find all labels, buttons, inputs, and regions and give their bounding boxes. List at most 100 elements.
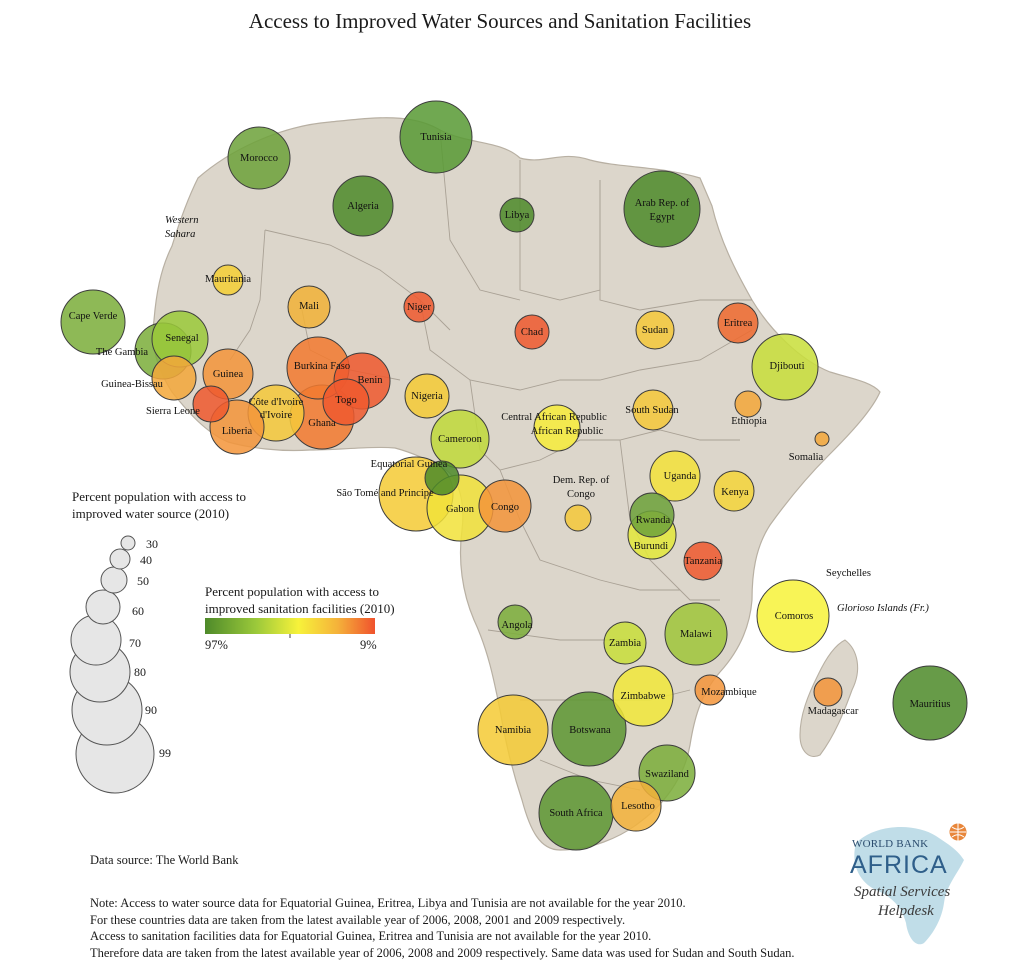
label-dem-rep-of: Dem. Rep. of — [553, 475, 610, 486]
label-algeria: Algeria — [347, 201, 379, 212]
bubble-nigeria — [404, 373, 450, 419]
label-nigeria: Nigeria — [411, 391, 443, 402]
label-burkina-faso: Burkina Faso — [294, 361, 350, 372]
map-title: Access to Improved Water Sources and San… — [248, 9, 752, 33]
country-bubbles — [60, 100, 968, 851]
bubble-sudan — [635, 310, 675, 350]
size-bubble-60 — [85, 589, 121, 625]
bubble-guinea-bissau — [151, 355, 197, 401]
sanitation-gradient-bar — [205, 618, 375, 634]
size-bubble-40 — [109, 548, 131, 570]
bubble-congo — [478, 479, 532, 533]
label-mozambique: Mozambique — [701, 687, 757, 698]
label-egypt-line2: Egypt — [649, 212, 674, 223]
label-kenya: Kenya — [721, 487, 749, 498]
bubble-algeria — [332, 175, 394, 237]
bubble-morocco — [227, 126, 291, 190]
size-label-70: 70 — [129, 636, 141, 650]
bubble-zimbabwe — [612, 665, 674, 727]
label-ethiopia: Ethiopia — [731, 416, 767, 427]
label-chad: Chad — [521, 327, 544, 338]
bubble-arab-rep-of — [623, 170, 701, 248]
label-south-sudan: South Sudan — [625, 405, 679, 416]
gradient-high-label: 9% — [360, 638, 377, 652]
western-sahara-label-1: Western — [165, 215, 198, 226]
world-bank-africa-logo: WORLD BANK AFRICA Spatial Services Helpd… — [846, 818, 976, 948]
western-sahara-label-2: Sahara — [165, 229, 195, 240]
label-libya: Libya — [505, 210, 530, 221]
bubble-mauritania — [212, 264, 244, 296]
size-label-40: 40 — [140, 553, 152, 567]
size-bubble-30 — [120, 535, 136, 551]
logo-africa-shape — [854, 822, 968, 945]
label-sierra-leone: Sierra Leone — [146, 406, 200, 417]
bubble-ethiopia — [734, 390, 762, 418]
bubble-namibia — [477, 694, 549, 766]
bubble-zambia — [603, 621, 647, 665]
bubble-somalia — [814, 431, 830, 447]
size-label-50: 50 — [137, 574, 149, 588]
label-mauritania: Mauritania — [205, 274, 251, 285]
bubble-tunisia — [399, 100, 473, 174]
label-equatorial-guinea: Equatorial Guinea — [371, 459, 448, 470]
bubble-angola — [497, 604, 533, 640]
size-label-90: 90 — [145, 703, 157, 717]
bubble-botswana — [551, 691, 627, 767]
logo-line2: AFRICA — [850, 851, 948, 879]
bubble-kenya — [713, 470, 755, 512]
label-mali: Mali — [299, 301, 319, 312]
size-label-99: 99 — [159, 746, 171, 760]
label-guinea: Guinea — [213, 369, 244, 380]
bubble-chad — [514, 314, 550, 350]
label-togo: Togo — [335, 395, 356, 406]
label-the-gambia: The Gambia — [96, 347, 149, 358]
size-legend — [69, 535, 155, 794]
bubble-cameroon — [430, 409, 490, 469]
bubble-mali — [287, 285, 331, 329]
size-legend-title: Percent population with access to improv… — [72, 488, 246, 522]
color-legend-title-line1: Percent population with access to — [205, 584, 380, 599]
label-lesotho: Lesotho — [621, 801, 655, 812]
size-legend-title-line2: improved water source (2010) — [72, 506, 230, 521]
label-botswana: Botswana — [569, 725, 611, 736]
bubble-libya — [499, 197, 535, 233]
bubble-south-sudan — [632, 389, 674, 431]
bubble-comoros — [756, 579, 830, 653]
label-cameroon: Cameroon — [438, 434, 482, 445]
bubble-niger — [403, 291, 435, 323]
label-gabon: Gabon — [446, 504, 475, 515]
size-label-30: 30 — [146, 537, 158, 551]
label-uganda: Uganda — [664, 471, 697, 482]
bubble-eritrea — [717, 302, 759, 344]
logo-line1: WORLD BANK — [852, 838, 929, 850]
label-morocco: Morocco — [240, 153, 278, 164]
bubble-mozambique — [694, 674, 726, 706]
size-legend-title-line1: Percent population with access to — [72, 489, 247, 504]
label-swaziland: Swaziland — [645, 769, 689, 780]
label-malawi: Malawi — [680, 629, 712, 640]
gradient-low-label: 97% — [205, 638, 228, 652]
label-zambia: Zambia — [609, 638, 641, 649]
bubble-lesotho — [610, 780, 662, 832]
size-label-80: 80 — [134, 665, 146, 679]
bubble-mauritius — [892, 665, 968, 741]
bubble-tanzania — [683, 541, 723, 581]
label-burundi: Burundi — [634, 541, 669, 552]
label-benin: Benin — [357, 375, 383, 386]
label-comoros: Comoros — [775, 611, 814, 622]
glorioso-label: Glorioso Islands (Fr.) — [837, 603, 929, 614]
label-south-africa: South Africa — [549, 808, 603, 819]
label-rwanda: Rwanda — [636, 515, 671, 526]
label-somalia: Somalia — [789, 452, 824, 463]
bubble-equatorial-guinea — [424, 460, 460, 496]
label-drc-line2: Congo — [567, 489, 595, 500]
label-madagascar: Madagascar — [808, 706, 859, 717]
color-legend-title-line2: improved sanitation facilities (2010) — [205, 601, 395, 616]
bubble-cape-verde — [60, 289, 126, 355]
bubble-central-african-republic — [533, 404, 581, 452]
label-arab-rep-of: Arab Rep. of — [635, 198, 690, 209]
label-senegal: Senegal — [165, 333, 198, 344]
bubble-madagascar — [813, 677, 843, 707]
label-cape-verde: Cape Verde — [69, 311, 118, 322]
bubble-uganda — [649, 450, 701, 502]
